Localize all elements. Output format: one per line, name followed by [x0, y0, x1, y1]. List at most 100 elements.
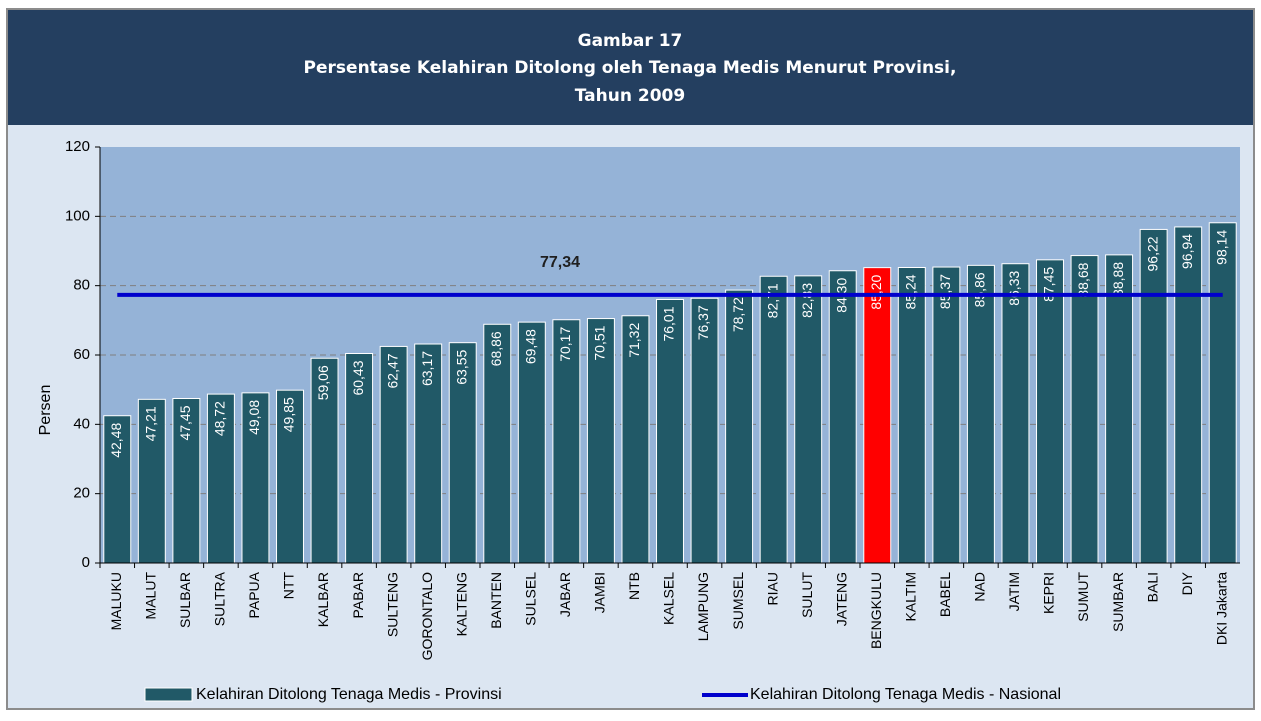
value-label: 96,94: [1179, 234, 1195, 269]
x-tick-label: BABEL: [937, 572, 953, 617]
title-band: [8, 10, 1253, 125]
value-label: 71,32: [626, 323, 642, 358]
y-tick-label: 60: [73, 346, 90, 363]
bar: [552, 319, 581, 564]
value-label: 70,17: [557, 327, 573, 362]
value-label: 85,20: [868, 274, 884, 309]
x-tick-label: DKI Jakarta: [1213, 572, 1229, 645]
x-tick-label: SULSEL: [523, 572, 539, 626]
x-tick-label: DIY: [1179, 571, 1195, 595]
bar: [690, 297, 719, 564]
value-label: 69,48: [523, 329, 539, 364]
x-tick-label: JATENG: [833, 572, 849, 626]
x-tick-label: NTT: [281, 572, 297, 600]
value-label: 47,21: [143, 406, 159, 441]
bar: [448, 342, 477, 564]
x-tick-label: RIAU: [764, 572, 780, 605]
value-label: 85,37: [937, 274, 953, 309]
x-tick-label: SUMUT: [1075, 572, 1091, 622]
value-label: 62,47: [384, 353, 400, 388]
value-label: 70,51: [592, 325, 608, 360]
y-tick-label: 40: [73, 415, 90, 432]
chart-title: Tahun 2009: [575, 86, 685, 106]
bar: [1208, 222, 1237, 564]
y-tick-label: 80: [73, 277, 90, 294]
value-label: 85,86: [972, 272, 988, 307]
x-tick-label: KALTIM: [903, 572, 919, 622]
value-label: 60,43: [350, 360, 366, 395]
value-label: 88,68: [1075, 262, 1091, 297]
x-tick-label: NTB: [626, 572, 642, 600]
x-tick-label: KALTENG: [453, 572, 469, 636]
value-label: 96,22: [1144, 236, 1160, 271]
value-label: 88,88: [1110, 262, 1126, 297]
x-tick-label: SULUT: [799, 572, 815, 618]
bar: [966, 264, 995, 564]
x-tick-label: JAMBI: [592, 572, 608, 613]
value-label: 63,55: [453, 349, 469, 384]
y-tick-label: 100: [65, 207, 90, 224]
value-label: 63,17: [419, 351, 435, 386]
bar: [1174, 226, 1203, 564]
bar: [379, 345, 408, 564]
value-label: 59,06: [315, 365, 331, 400]
y-tick-label: 20: [73, 485, 90, 502]
bar: [828, 270, 857, 564]
x-tick-label: BALI: [1144, 572, 1160, 602]
value-label: 42,48: [108, 423, 124, 458]
value-label: 86,33: [1006, 271, 1022, 306]
bar: [103, 415, 132, 564]
bar: [656, 298, 684, 564]
x-tick-label: JABAR: [557, 572, 573, 617]
x-tick-label: KALSEL: [661, 572, 677, 625]
x-tick-label: SUMSEL: [730, 572, 746, 630]
legend-label: Kelahiran Ditolong Tenaga Medis - Nasion…: [750, 686, 1061, 703]
value-label: 47,45: [177, 405, 193, 440]
bar: [1001, 263, 1030, 564]
bar: [897, 267, 926, 564]
legend-swatch: [144, 687, 193, 702]
bar: [517, 321, 546, 564]
bar: [483, 323, 512, 564]
x-tick-label: NAD: [972, 572, 988, 602]
bar: [345, 353, 374, 564]
value-label: 82,71: [764, 283, 780, 318]
bar: [172, 398, 201, 564]
value-label: 68,86: [488, 331, 504, 366]
value-label: 48,72: [212, 401, 228, 436]
y-tick-label: 120: [65, 138, 90, 155]
value-label: 98,14: [1213, 230, 1229, 265]
bar: [863, 267, 892, 564]
x-tick-label: LAMPUNG: [695, 572, 711, 641]
value-label: 49,08: [246, 400, 262, 435]
value-label: 78,72: [730, 297, 746, 332]
bar: [414, 343, 443, 564]
bar: [241, 392, 270, 564]
bar: [1105, 254, 1134, 564]
bar: [276, 389, 304, 564]
x-tick-label: MALUKU: [108, 572, 124, 630]
bar: [137, 398, 166, 564]
legend-label: Kelahiran Ditolong Tenaga Medis - Provin…: [196, 686, 502, 703]
x-tick-label: SULTENG: [384, 572, 400, 637]
y-axis-label: Persen: [37, 385, 54, 436]
chart-title: Persentase Kelahiran Ditolong oleh Tenag…: [304, 58, 957, 78]
bar: [310, 357, 339, 564]
chart-title: Gambar 17: [578, 31, 683, 51]
bar: [1139, 228, 1168, 564]
x-tick-label: SUMBAR: [1110, 572, 1126, 632]
value-label: 85,24: [903, 274, 919, 309]
x-tick-label: SULBAR: [177, 572, 193, 628]
value-label: 82,83: [799, 283, 815, 318]
bar: [1036, 259, 1064, 564]
national-label: 77,34: [540, 254, 580, 271]
x-tick-label: GORONTALO: [419, 572, 435, 661]
x-tick-label: KEPRI: [1041, 572, 1057, 614]
x-tick-label: KALBAR: [315, 572, 331, 627]
bar: [621, 315, 650, 564]
bar: [932, 266, 961, 564]
x-tick-label: PAPUA: [246, 571, 262, 618]
x-tick-label: BANTEN: [488, 572, 504, 629]
x-tick-label: PABAR: [350, 572, 366, 618]
